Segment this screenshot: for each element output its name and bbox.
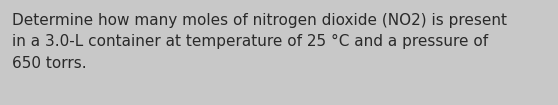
Text: Determine how many moles of nitrogen dioxide (NO2) is present
in a 3.0-L contain: Determine how many moles of nitrogen dio… — [12, 13, 507, 71]
